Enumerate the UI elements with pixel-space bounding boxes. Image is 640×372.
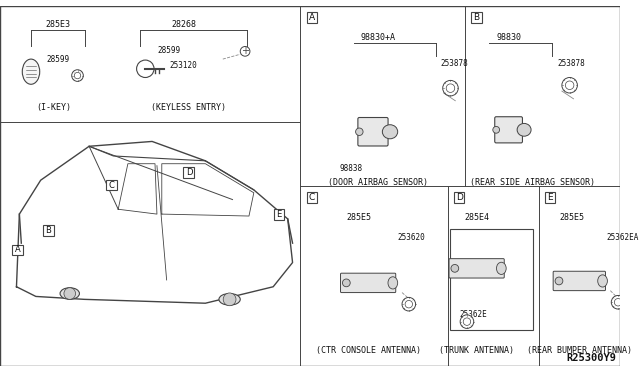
- Circle shape: [446, 84, 455, 92]
- Bar: [273, 209, 284, 219]
- Bar: [184, 167, 195, 178]
- Text: (TRUNK ANTENNA): (TRUNK ANTENNA): [439, 346, 514, 355]
- Circle shape: [451, 264, 459, 272]
- Text: D: D: [186, 168, 192, 177]
- Ellipse shape: [517, 124, 531, 136]
- Ellipse shape: [22, 59, 40, 84]
- Text: +: +: [241, 46, 249, 56]
- Text: 285E4: 285E4: [464, 213, 489, 222]
- FancyBboxPatch shape: [553, 271, 605, 291]
- Text: 25362EA: 25362EA: [607, 232, 639, 241]
- Text: R25300Y9: R25300Y9: [566, 353, 616, 363]
- Text: 98838: 98838: [339, 164, 362, 173]
- Text: B: B: [474, 13, 480, 22]
- Ellipse shape: [60, 288, 79, 299]
- Bar: [307, 12, 317, 23]
- Circle shape: [463, 318, 470, 326]
- Text: (REAR BUMPER ANTENNA): (REAR BUMPER ANTENNA): [527, 346, 632, 355]
- Circle shape: [405, 301, 413, 308]
- Text: D: D: [456, 193, 463, 202]
- Circle shape: [443, 80, 458, 96]
- Circle shape: [565, 81, 574, 90]
- Bar: [454, 192, 465, 203]
- Bar: [43, 225, 54, 236]
- Circle shape: [342, 279, 350, 287]
- Text: 25362E: 25362E: [459, 310, 487, 319]
- FancyBboxPatch shape: [495, 117, 522, 143]
- Circle shape: [136, 60, 154, 77]
- FancyBboxPatch shape: [358, 118, 388, 146]
- Text: 285E5: 285E5: [559, 213, 584, 222]
- Circle shape: [383, 128, 390, 135]
- Ellipse shape: [219, 294, 240, 305]
- Circle shape: [72, 70, 83, 81]
- Ellipse shape: [598, 275, 607, 287]
- Ellipse shape: [388, 277, 397, 289]
- Text: (DOOR AIRBAG SENSOR): (DOOR AIRBAG SENSOR): [328, 178, 428, 187]
- Circle shape: [223, 293, 236, 306]
- Text: 253878: 253878: [557, 59, 585, 68]
- Text: B: B: [45, 226, 51, 235]
- Text: E: E: [547, 193, 553, 202]
- Circle shape: [555, 277, 563, 285]
- Text: A: A: [309, 13, 315, 22]
- Text: 28268: 28268: [172, 20, 196, 29]
- Text: 28599: 28599: [47, 55, 70, 64]
- Bar: [106, 180, 117, 190]
- Text: (I-KEY): (I-KEY): [36, 103, 71, 112]
- Text: (REAR SIDE AIRBAG SENSOR): (REAR SIDE AIRBAG SENSOR): [470, 178, 595, 187]
- Text: E: E: [276, 209, 282, 219]
- Text: 98830: 98830: [496, 33, 521, 42]
- Text: 253620: 253620: [397, 232, 425, 241]
- Circle shape: [356, 128, 363, 135]
- Bar: [12, 244, 23, 255]
- Text: 285E5: 285E5: [346, 213, 371, 222]
- Text: 253878: 253878: [441, 59, 468, 68]
- Ellipse shape: [497, 262, 506, 275]
- Bar: [545, 192, 556, 203]
- Text: C: C: [108, 180, 115, 189]
- Circle shape: [402, 297, 415, 311]
- Bar: [472, 12, 482, 23]
- Text: (CTR CONSOLE ANTENNA): (CTR CONSOLE ANTENNA): [316, 346, 420, 355]
- Circle shape: [562, 77, 577, 93]
- Text: (KEYLESS ENTRY): (KEYLESS ENTRY): [152, 103, 227, 112]
- Circle shape: [493, 126, 500, 133]
- Text: 285E3: 285E3: [45, 20, 70, 29]
- Text: C: C: [309, 193, 315, 202]
- Text: 253120: 253120: [170, 61, 197, 70]
- Circle shape: [611, 295, 625, 309]
- Circle shape: [74, 73, 81, 79]
- Text: A: A: [15, 246, 20, 254]
- Circle shape: [614, 298, 622, 306]
- Ellipse shape: [382, 125, 397, 139]
- Circle shape: [240, 46, 250, 56]
- FancyBboxPatch shape: [340, 273, 396, 292]
- Text: 98830+A: 98830+A: [360, 33, 396, 42]
- Bar: [307, 192, 317, 203]
- Circle shape: [64, 288, 76, 299]
- Bar: [451, 229, 533, 330]
- Circle shape: [518, 126, 524, 133]
- Text: 28599: 28599: [157, 46, 180, 55]
- Circle shape: [460, 315, 474, 328]
- FancyBboxPatch shape: [449, 259, 504, 278]
